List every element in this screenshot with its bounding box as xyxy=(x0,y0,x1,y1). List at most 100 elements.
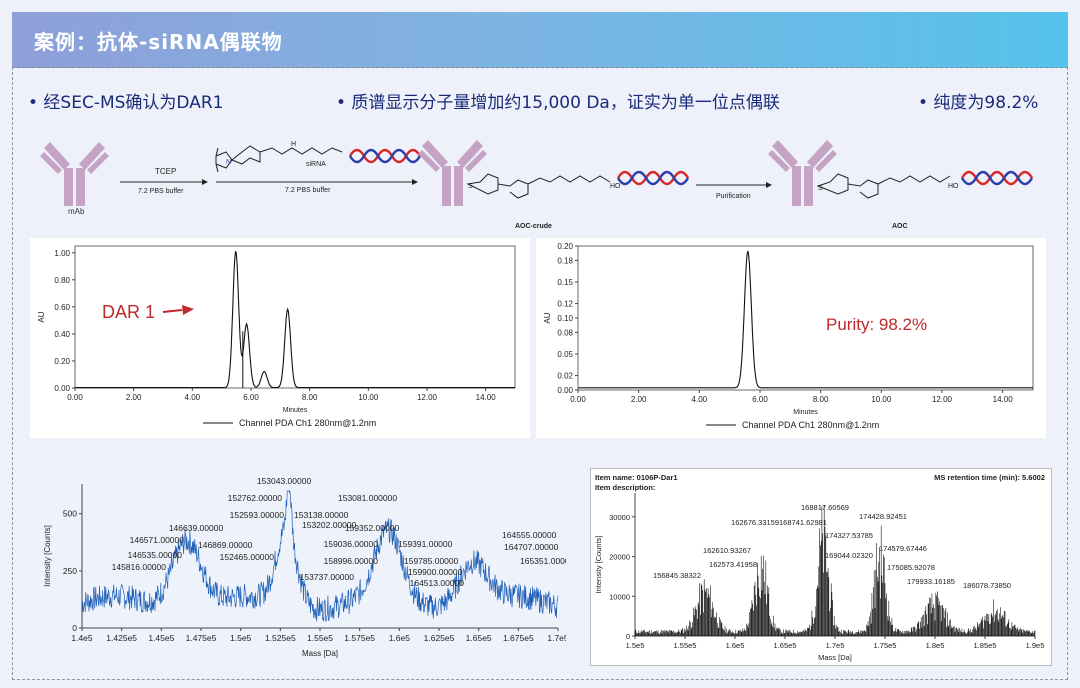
plot-frame xyxy=(74,245,516,389)
svg-text:N: N xyxy=(226,159,231,166)
mab-label: mAb xyxy=(68,207,85,216)
peak-label: 146535.00000 xyxy=(128,550,183,560)
y-tick-label: 0.00 xyxy=(557,386,573,395)
peak-label: 175085.92078 xyxy=(887,563,935,572)
y-tick-label: 0.20 xyxy=(54,357,70,366)
x-tick-label: 2.00 xyxy=(126,393,142,402)
x-tick-label: 1.5e5 xyxy=(230,633,252,643)
bullet-dar1: • 经SEC-MS确认为DAR1 xyxy=(28,93,224,113)
dar1-annotation: DAR 1 xyxy=(102,302,155,322)
peak-label: 159352.00000 xyxy=(345,523,400,533)
peak-label: 174327.53785 xyxy=(825,531,873,540)
x-tick-label: 1.55e5 xyxy=(674,641,697,650)
peak-label: 165351.00000 xyxy=(520,556,566,566)
mass-spectrum-bars xyxy=(634,505,1036,636)
x-tick-label: 1.7e5 xyxy=(826,641,845,650)
y-tick-label: 500 xyxy=(63,509,77,519)
step2-buffer: 7.2 PBS buffer xyxy=(285,187,331,194)
peak-label: 164707.00000 xyxy=(504,542,559,552)
x-tick-label: 1.65e5 xyxy=(774,641,797,650)
purity-annotation: Purity: 98.2% xyxy=(826,315,927,334)
maleimide-linker-structure xyxy=(215,145,343,173)
page-title: 案例：抗体-siRNA偶联物 xyxy=(34,30,283,54)
peak-label: 169044.02320 xyxy=(825,551,873,560)
x-tick-label: 14.00 xyxy=(476,393,497,402)
peak-label: 162573.41958 xyxy=(709,560,757,569)
x-tick-label: 1.675e5 xyxy=(503,633,534,643)
peak-label: 145816.00000 xyxy=(112,562,167,572)
antibody-icon xyxy=(40,142,109,206)
y-tick-label: 250 xyxy=(63,566,77,576)
y-tick-label: 0.10 xyxy=(557,314,573,323)
peak-label: 174428.92451 xyxy=(859,512,907,521)
x-axis-label: Mass [Da] xyxy=(302,649,338,658)
peak-label: 153138.00000 xyxy=(294,510,349,520)
peak-label: 152465.00000 xyxy=(220,552,275,562)
x-axis-label: Minutes xyxy=(793,409,818,416)
legend-entry: Channel PDA Ch1 280nm@1.2nm xyxy=(742,420,879,430)
peak-label: 186078.73850 xyxy=(963,581,1011,590)
peak-label: 153081.000000 xyxy=(338,493,397,503)
y-tick-label: 30000 xyxy=(609,513,630,522)
y-axis-label: AU xyxy=(37,311,46,322)
y-tick-label: 1.00 xyxy=(54,249,70,258)
crude-label: AOC-crude xyxy=(515,223,552,230)
peak-label: 146869.00000 xyxy=(198,540,253,550)
peak-label: 146639.00000 xyxy=(169,523,224,533)
peak-label: 152593.00000 xyxy=(230,510,285,520)
peak-label: 153043.00000 xyxy=(257,476,312,486)
peak-label: 146571.00000 xyxy=(130,535,185,545)
plot-frame xyxy=(577,245,1034,391)
y-tick-label: 10000 xyxy=(609,592,630,601)
y-tick-label: 0.60 xyxy=(54,303,70,312)
peak-label: 159785.00000 xyxy=(404,556,459,566)
x-tick-label: 1.75e5 xyxy=(874,641,897,650)
x-tick-label: 1.55e5 xyxy=(307,633,333,643)
x-tick-label: 0.00 xyxy=(570,395,586,404)
y-tick-label: 0 xyxy=(72,623,77,633)
sirna-duplex-icon xyxy=(960,170,1034,186)
dar1-arrow xyxy=(162,309,183,313)
x-tick-label: 1.9e5 xyxy=(1026,641,1045,650)
x-tick-label: 1.5e5 xyxy=(626,641,645,650)
peak-label: 159391.00000 xyxy=(398,539,453,549)
x-tick-label: 1.625e5 xyxy=(424,633,455,643)
product-linker-structure xyxy=(816,173,951,199)
x-tick-label: 1.4e5 xyxy=(71,633,93,643)
svg-text:HO: HO xyxy=(610,183,621,190)
svg-text:S: S xyxy=(468,183,473,190)
svg-text:S: S xyxy=(818,185,823,192)
step1-buffer: 7.2 PBS buffer xyxy=(138,188,184,195)
peak-label: 164555.00000 xyxy=(502,530,557,540)
y-tick-label: 0.20 xyxy=(557,242,573,251)
peak-label: 159900.00000 xyxy=(408,567,463,577)
x-tick-label: 8.00 xyxy=(302,393,318,402)
legend-entry: Channel PDA Ch1 280nm@1.2nm xyxy=(239,418,376,428)
x-tick-label: 12.00 xyxy=(932,395,953,404)
x-tick-label: 10.00 xyxy=(871,395,892,404)
y-tick-label: 0.12 xyxy=(557,300,573,309)
reaction-scheme: mAb TCEP 7.2 PBS buffer N H siRNA 7.2 PB… xyxy=(40,140,1034,230)
y-tick-label: 0.00 xyxy=(54,384,70,393)
x-tick-label: 4.00 xyxy=(185,393,201,402)
x-tick-label: 1.85e5 xyxy=(974,641,997,650)
antibody-icon xyxy=(768,140,837,206)
y-tick-label: 20000 xyxy=(609,553,630,562)
x-tick-label: 1.425e5 xyxy=(106,633,137,643)
ms-retention-time: MS retention time (min): 5.6002 xyxy=(934,473,1045,482)
bullet-purity: • 纯度为98.2% xyxy=(918,93,1039,113)
x-tick-label: 1.65e5 xyxy=(466,633,492,643)
x-tick-label: 1.475e5 xyxy=(186,633,217,643)
x-tick-label: 1.8e5 xyxy=(926,641,945,650)
x-tick-label: 10.00 xyxy=(358,393,379,402)
peak-label: 168817.60569 xyxy=(801,503,849,512)
x-tick-label: 6.00 xyxy=(243,393,259,402)
product-label: AOC xyxy=(892,223,908,230)
x-tick-label: 2.00 xyxy=(631,395,647,404)
peak-label: 158996.00000 xyxy=(324,556,379,566)
x-tick-label: 1.525e5 xyxy=(265,633,296,643)
x-tick-label: 1.6e5 xyxy=(389,633,411,643)
x-tick-label: 14.00 xyxy=(993,395,1014,404)
peak-label: 152762.00000 xyxy=(228,493,283,503)
